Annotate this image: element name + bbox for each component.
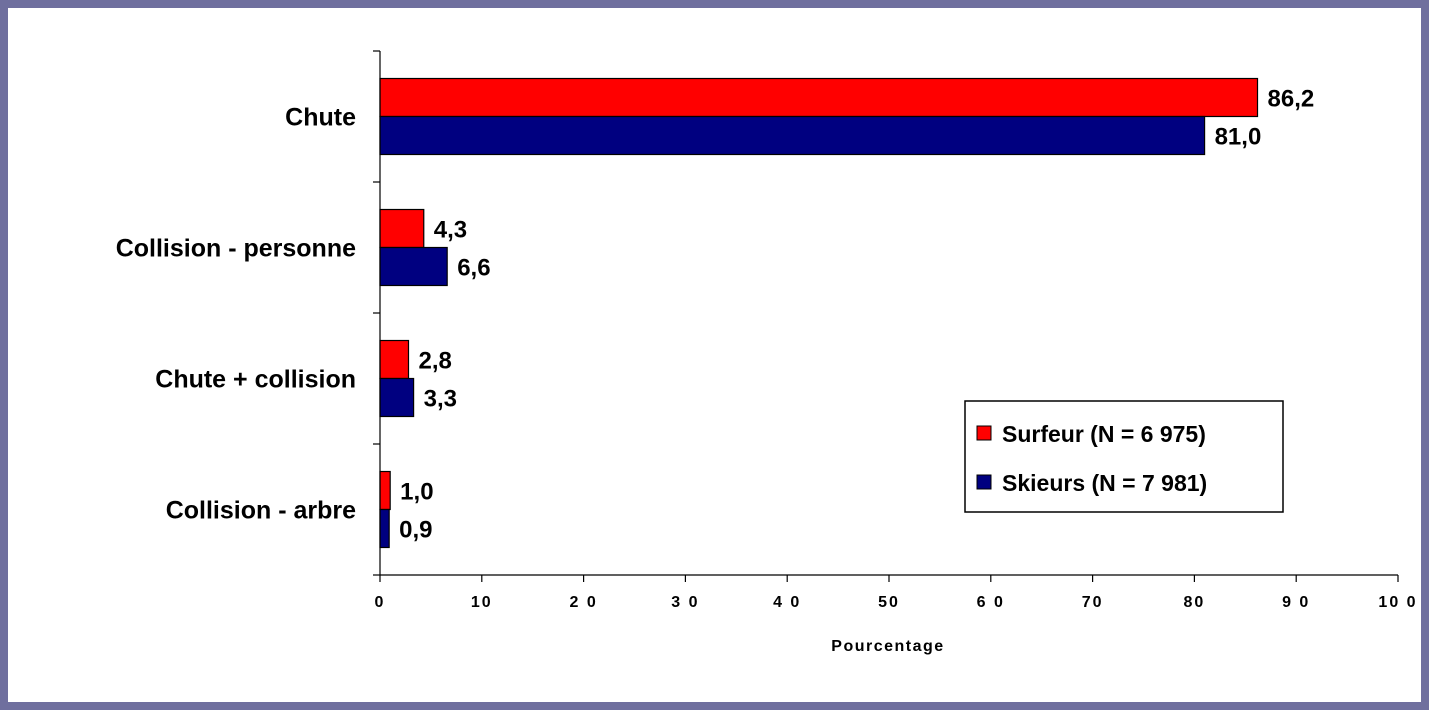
x-axis-label: Pourcentage [831, 638, 944, 655]
bar-surfeur-3 [379, 470, 391, 511]
data-label-surfeur-3: 1,0 [400, 479, 433, 506]
chart-frame: 86,2 81,0 4,3 6,6 2,8 3,3 1,0 0,9 Chute Collisio… [8, 8, 1421, 702]
data-label-surfeur-0: 86,2 [1268, 86, 1315, 113]
data-labels-layer: 86,281,0 4,3 6,6 2,8 3,3 1,0 0,9 [399, 86, 1314, 544]
axes-layer: Chute Collision - personne Chute + collisi… [116, 50, 1417, 611]
legend-box [964, 400, 1284, 513]
bar-chart: 86,281,0 4,3 6,6 2,8 3,3 1,0 0,9 Chute Collisio… [116, 50, 1417, 655]
legend-label-skieurs: Skieurs (N = 7 981) [1002, 470, 1207, 496]
bar-surfeur-1 [379, 208, 425, 249]
x-tick-label-7: 70 [1082, 594, 1104, 611]
x-tick-label-8: 80 [1184, 594, 1206, 611]
legend-swatch-skieurs [976, 474, 992, 490]
x-tick-label-3: 3 0 [671, 594, 699, 611]
data-label-skieurs-2: 3,3 [424, 386, 457, 413]
category-label-0: Chute [285, 104, 356, 132]
bars-layer [379, 77, 1259, 549]
bar-surfeur-0 [379, 77, 1259, 118]
bar-skieurs-2 [379, 377, 415, 418]
x-tick-label-9: 9 0 [1282, 594, 1310, 611]
category-label-1: Collision - personne [116, 235, 356, 263]
data-label-surfeur-2: 2,8 [419, 348, 452, 375]
data-label-skieurs-0: 81,0 [1215, 124, 1262, 151]
bar-skieurs-3 [379, 508, 390, 549]
data-label-skieurs-3: 0,9 [399, 517, 432, 544]
x-tick-label-10: 10 0 [1378, 594, 1417, 611]
x-tick-label-0: 0 [375, 594, 386, 611]
x-tick-label-5: 50 [878, 594, 900, 611]
data-label-surfeur-1: 4,3 [434, 217, 467, 244]
data-label-skieurs-1: 6,6 [457, 255, 490, 282]
x-tick-label-1: 10 [471, 594, 493, 611]
bar-skieurs-0 [379, 115, 1206, 156]
x-tick-label-6: 6 0 [977, 594, 1005, 611]
category-label-3: Collision - arbre [166, 497, 356, 525]
x-tick-label-4: 4 0 [773, 594, 801, 611]
x-tick-label-2: 2 0 [569, 594, 597, 611]
category-label-2: Chute + collision [155, 366, 356, 394]
legend-label-surfeur: Surfeur (N = 6 975) [1002, 421, 1206, 447]
bar-skieurs-1 [379, 246, 448, 287]
bar-surfeur-2 [379, 339, 410, 380]
legend-swatch-surfeur [976, 425, 992, 441]
legend: Surfeur (N = 6 975) Skieurs (N = 7 981) [964, 400, 1284, 513]
